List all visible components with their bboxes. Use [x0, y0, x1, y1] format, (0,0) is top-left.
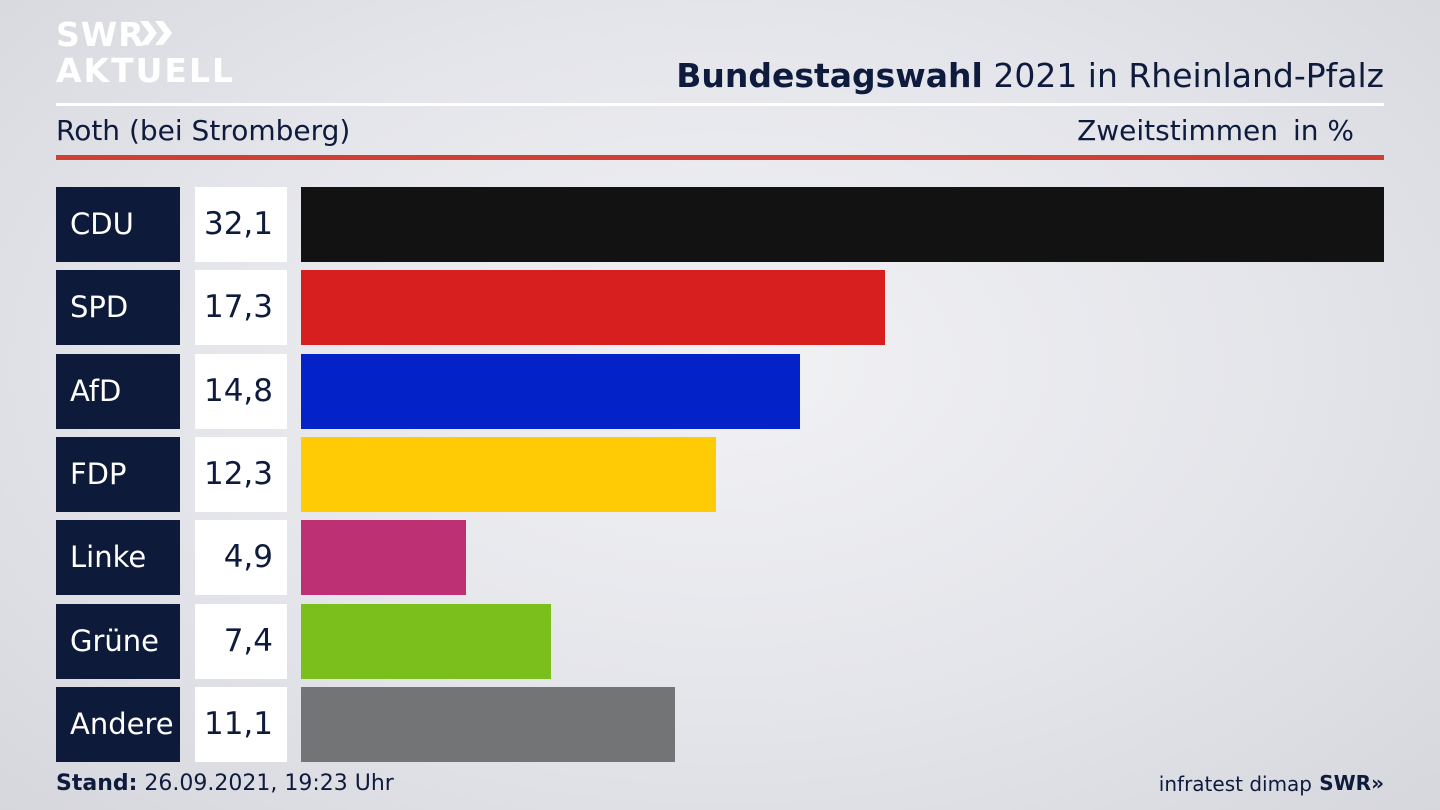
swr-aktuell-logo: SWR AKTUELL — [56, 15, 233, 88]
header-divider — [56, 103, 1384, 106]
stand-label: Stand: — [56, 771, 138, 796]
unit-label: in % — [1292, 114, 1354, 147]
party-label-fdp: FDP — [56, 436, 180, 512]
bar-andere — [301, 686, 676, 762]
chevrons-icon — [140, 21, 172, 45]
location-subtitle: Roth (bei Stromberg) — [56, 114, 351, 147]
bar-fdp — [301, 436, 716, 512]
party-label-linke: Linke — [56, 520, 180, 596]
bar-afd — [301, 353, 801, 429]
party-label-andere: Andere — [56, 686, 180, 762]
timestamp: Stand: 26.09.2021, 19:23 Uhr — [56, 771, 394, 796]
value-label-linke: 4,9 — [195, 520, 287, 596]
logo-line1: SWR — [56, 15, 145, 54]
party-label-afd: AfD — [56, 353, 180, 429]
value-label-grüne: 7,4 — [195, 603, 287, 679]
value-label-andere: 11,1 — [195, 686, 287, 762]
stand-value: 26.09.2021, 19:23 Uhr — [137, 771, 394, 796]
bar-grüne — [301, 603, 551, 679]
bar-cdu — [301, 187, 1384, 262]
swr-footer-logo: SWR» — [1319, 771, 1384, 795]
value-label-spd: 17,3 — [195, 270, 287, 346]
value-label-fdp: 12,3 — [195, 436, 287, 512]
bar-spd — [301, 270, 885, 346]
logo-line2: AKTUELL — [56, 51, 236, 90]
chart-title: Bundestagswahl 2021 in Rheinland-Pfalz — [676, 56, 1384, 95]
party-label-spd: SPD — [56, 270, 180, 346]
measure-label: Zweitstimmen — [1077, 114, 1278, 147]
value-label-afd: 14,8 — [195, 353, 287, 429]
party-label-grüne: Grüne — [56, 603, 180, 679]
party-label-cdu: CDU — [56, 187, 180, 262]
source-credit: infratest dimap — [1158, 772, 1312, 796]
bar-linke — [301, 520, 467, 596]
accent-divider — [56, 155, 1384, 160]
title-rest: 2021 in Rheinland-Pfalz — [982, 56, 1384, 95]
value-label-cdu: 32,1 — [195, 187, 287, 262]
title-bold: Bundestagswahl — [676, 56, 983, 95]
